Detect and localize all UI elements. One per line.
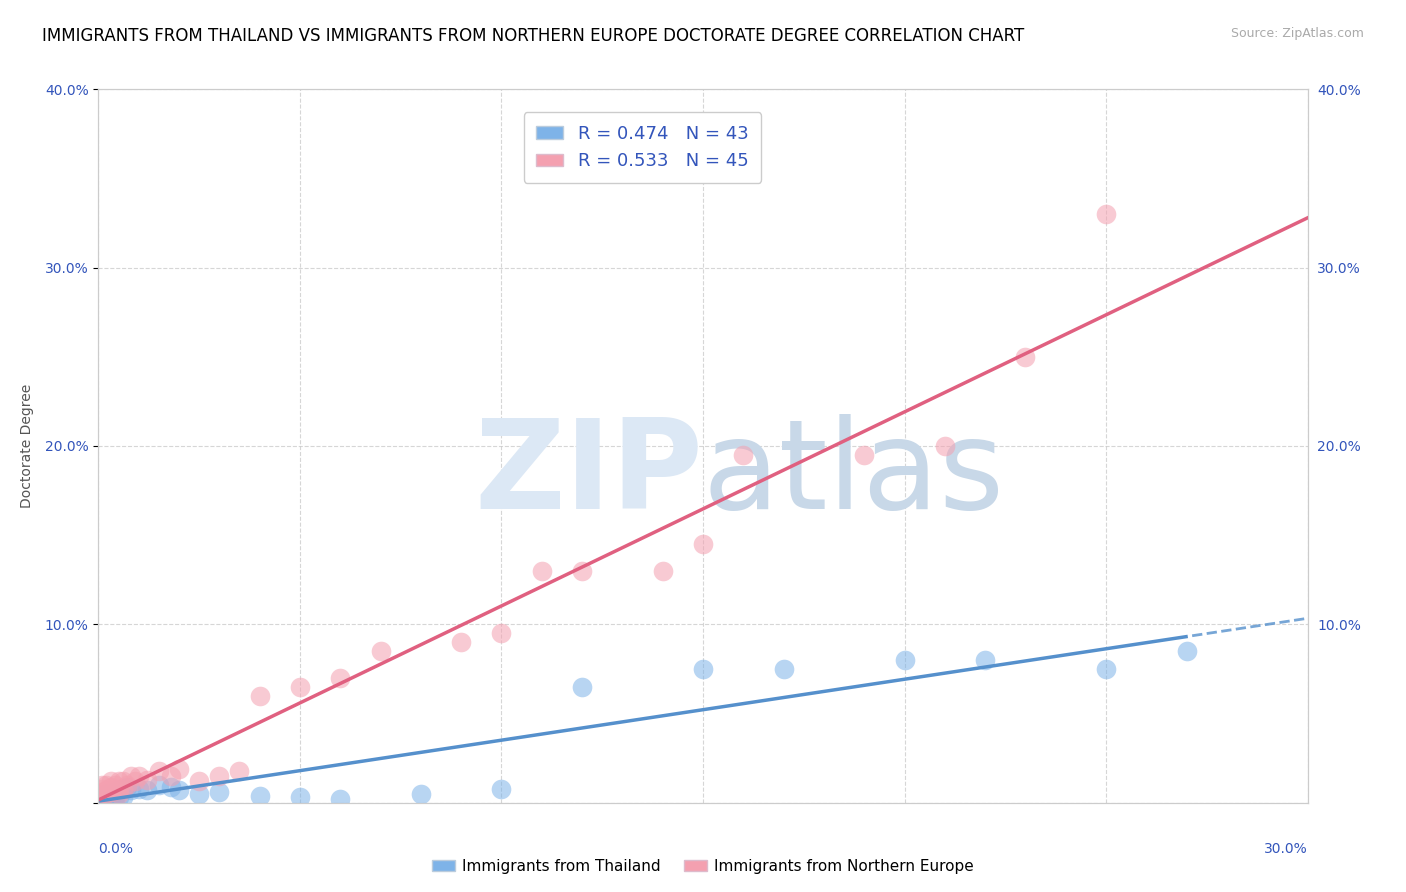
Point	[96, 787, 118, 801]
Point	[120, 769, 142, 783]
Y-axis label: Doctorate Degree: Doctorate Degree	[20, 384, 34, 508]
Point	[934, 439, 956, 453]
Point	[853, 448, 876, 462]
Point	[111, 774, 134, 789]
Point	[111, 781, 134, 796]
Point	[974, 653, 997, 667]
Point	[329, 671, 352, 685]
Point	[208, 785, 231, 799]
Point	[1175, 644, 1198, 658]
Point	[91, 785, 114, 799]
Point	[409, 787, 432, 801]
Point	[571, 564, 593, 578]
Point	[91, 789, 114, 803]
Point	[160, 780, 183, 794]
Text: IMMIGRANTS FROM THAILAND VS IMMIGRANTS FROM NORTHERN EUROPE DOCTORATE DEGREE COR: IMMIGRANTS FROM THAILAND VS IMMIGRANTS F…	[42, 27, 1025, 45]
Point	[208, 769, 231, 783]
Point	[329, 792, 352, 806]
Point	[91, 794, 114, 808]
Point	[87, 796, 110, 810]
Point	[103, 785, 125, 799]
Point	[160, 769, 183, 783]
Point	[87, 790, 110, 805]
Point	[893, 653, 915, 667]
Point	[107, 774, 129, 789]
Point	[100, 787, 122, 801]
Point	[96, 794, 118, 808]
Point	[100, 790, 122, 805]
Point	[107, 783, 129, 797]
Point	[733, 448, 755, 462]
Point	[91, 789, 114, 803]
Point	[491, 626, 513, 640]
Point	[1014, 350, 1036, 364]
Point	[100, 792, 122, 806]
Point	[115, 778, 138, 792]
Point	[87, 787, 110, 801]
Point	[188, 787, 211, 801]
Point	[1095, 207, 1118, 221]
Point	[103, 789, 125, 803]
Point	[87, 794, 110, 808]
Point	[370, 644, 392, 658]
Point	[124, 774, 146, 789]
Point	[491, 781, 513, 796]
Point	[103, 792, 125, 806]
Point	[530, 564, 553, 578]
Point	[107, 790, 129, 805]
Point	[450, 635, 472, 649]
Point	[188, 774, 211, 789]
Point	[228, 764, 250, 778]
Point	[100, 785, 122, 799]
Point	[103, 783, 125, 797]
Point	[135, 783, 157, 797]
Point	[100, 780, 122, 794]
Point	[91, 790, 114, 805]
Text: Source: ZipAtlas.com: Source: ZipAtlas.com	[1230, 27, 1364, 40]
Point	[96, 778, 118, 792]
Point	[128, 781, 150, 796]
Point	[571, 680, 593, 694]
Point	[1095, 662, 1118, 676]
Point	[772, 662, 794, 676]
Point	[148, 778, 170, 792]
Point	[111, 790, 134, 805]
Text: ZIP: ZIP	[474, 414, 703, 535]
Point	[288, 680, 311, 694]
Point	[96, 783, 118, 797]
Point	[288, 790, 311, 805]
Point	[96, 789, 118, 803]
Point	[115, 780, 138, 794]
Point	[692, 662, 714, 676]
Text: atlas: atlas	[703, 414, 1005, 535]
Point	[91, 796, 114, 810]
Point	[120, 783, 142, 797]
Legend: R = 0.474   N = 43, R = 0.533   N = 45: R = 0.474 N = 43, R = 0.533 N = 45	[524, 112, 761, 183]
Point	[111, 781, 134, 796]
Legend: Immigrants from Thailand, Immigrants from Northern Europe: Immigrants from Thailand, Immigrants fro…	[426, 853, 980, 880]
Point	[100, 774, 122, 789]
Point	[651, 564, 673, 578]
Text: 30.0%: 30.0%	[1264, 842, 1308, 856]
Point	[107, 781, 129, 796]
Point	[692, 537, 714, 551]
Text: 0.0%: 0.0%	[98, 842, 134, 856]
Point	[91, 778, 114, 792]
Point	[249, 789, 271, 803]
Point	[103, 778, 125, 792]
Point	[96, 792, 118, 806]
Point	[96, 787, 118, 801]
Point	[167, 783, 190, 797]
Point	[128, 769, 150, 783]
Point	[249, 689, 271, 703]
Point	[135, 772, 157, 787]
Point	[167, 762, 190, 776]
Point	[107, 787, 129, 801]
Point	[91, 792, 114, 806]
Point	[91, 781, 114, 796]
Point	[96, 790, 118, 805]
Point	[148, 764, 170, 778]
